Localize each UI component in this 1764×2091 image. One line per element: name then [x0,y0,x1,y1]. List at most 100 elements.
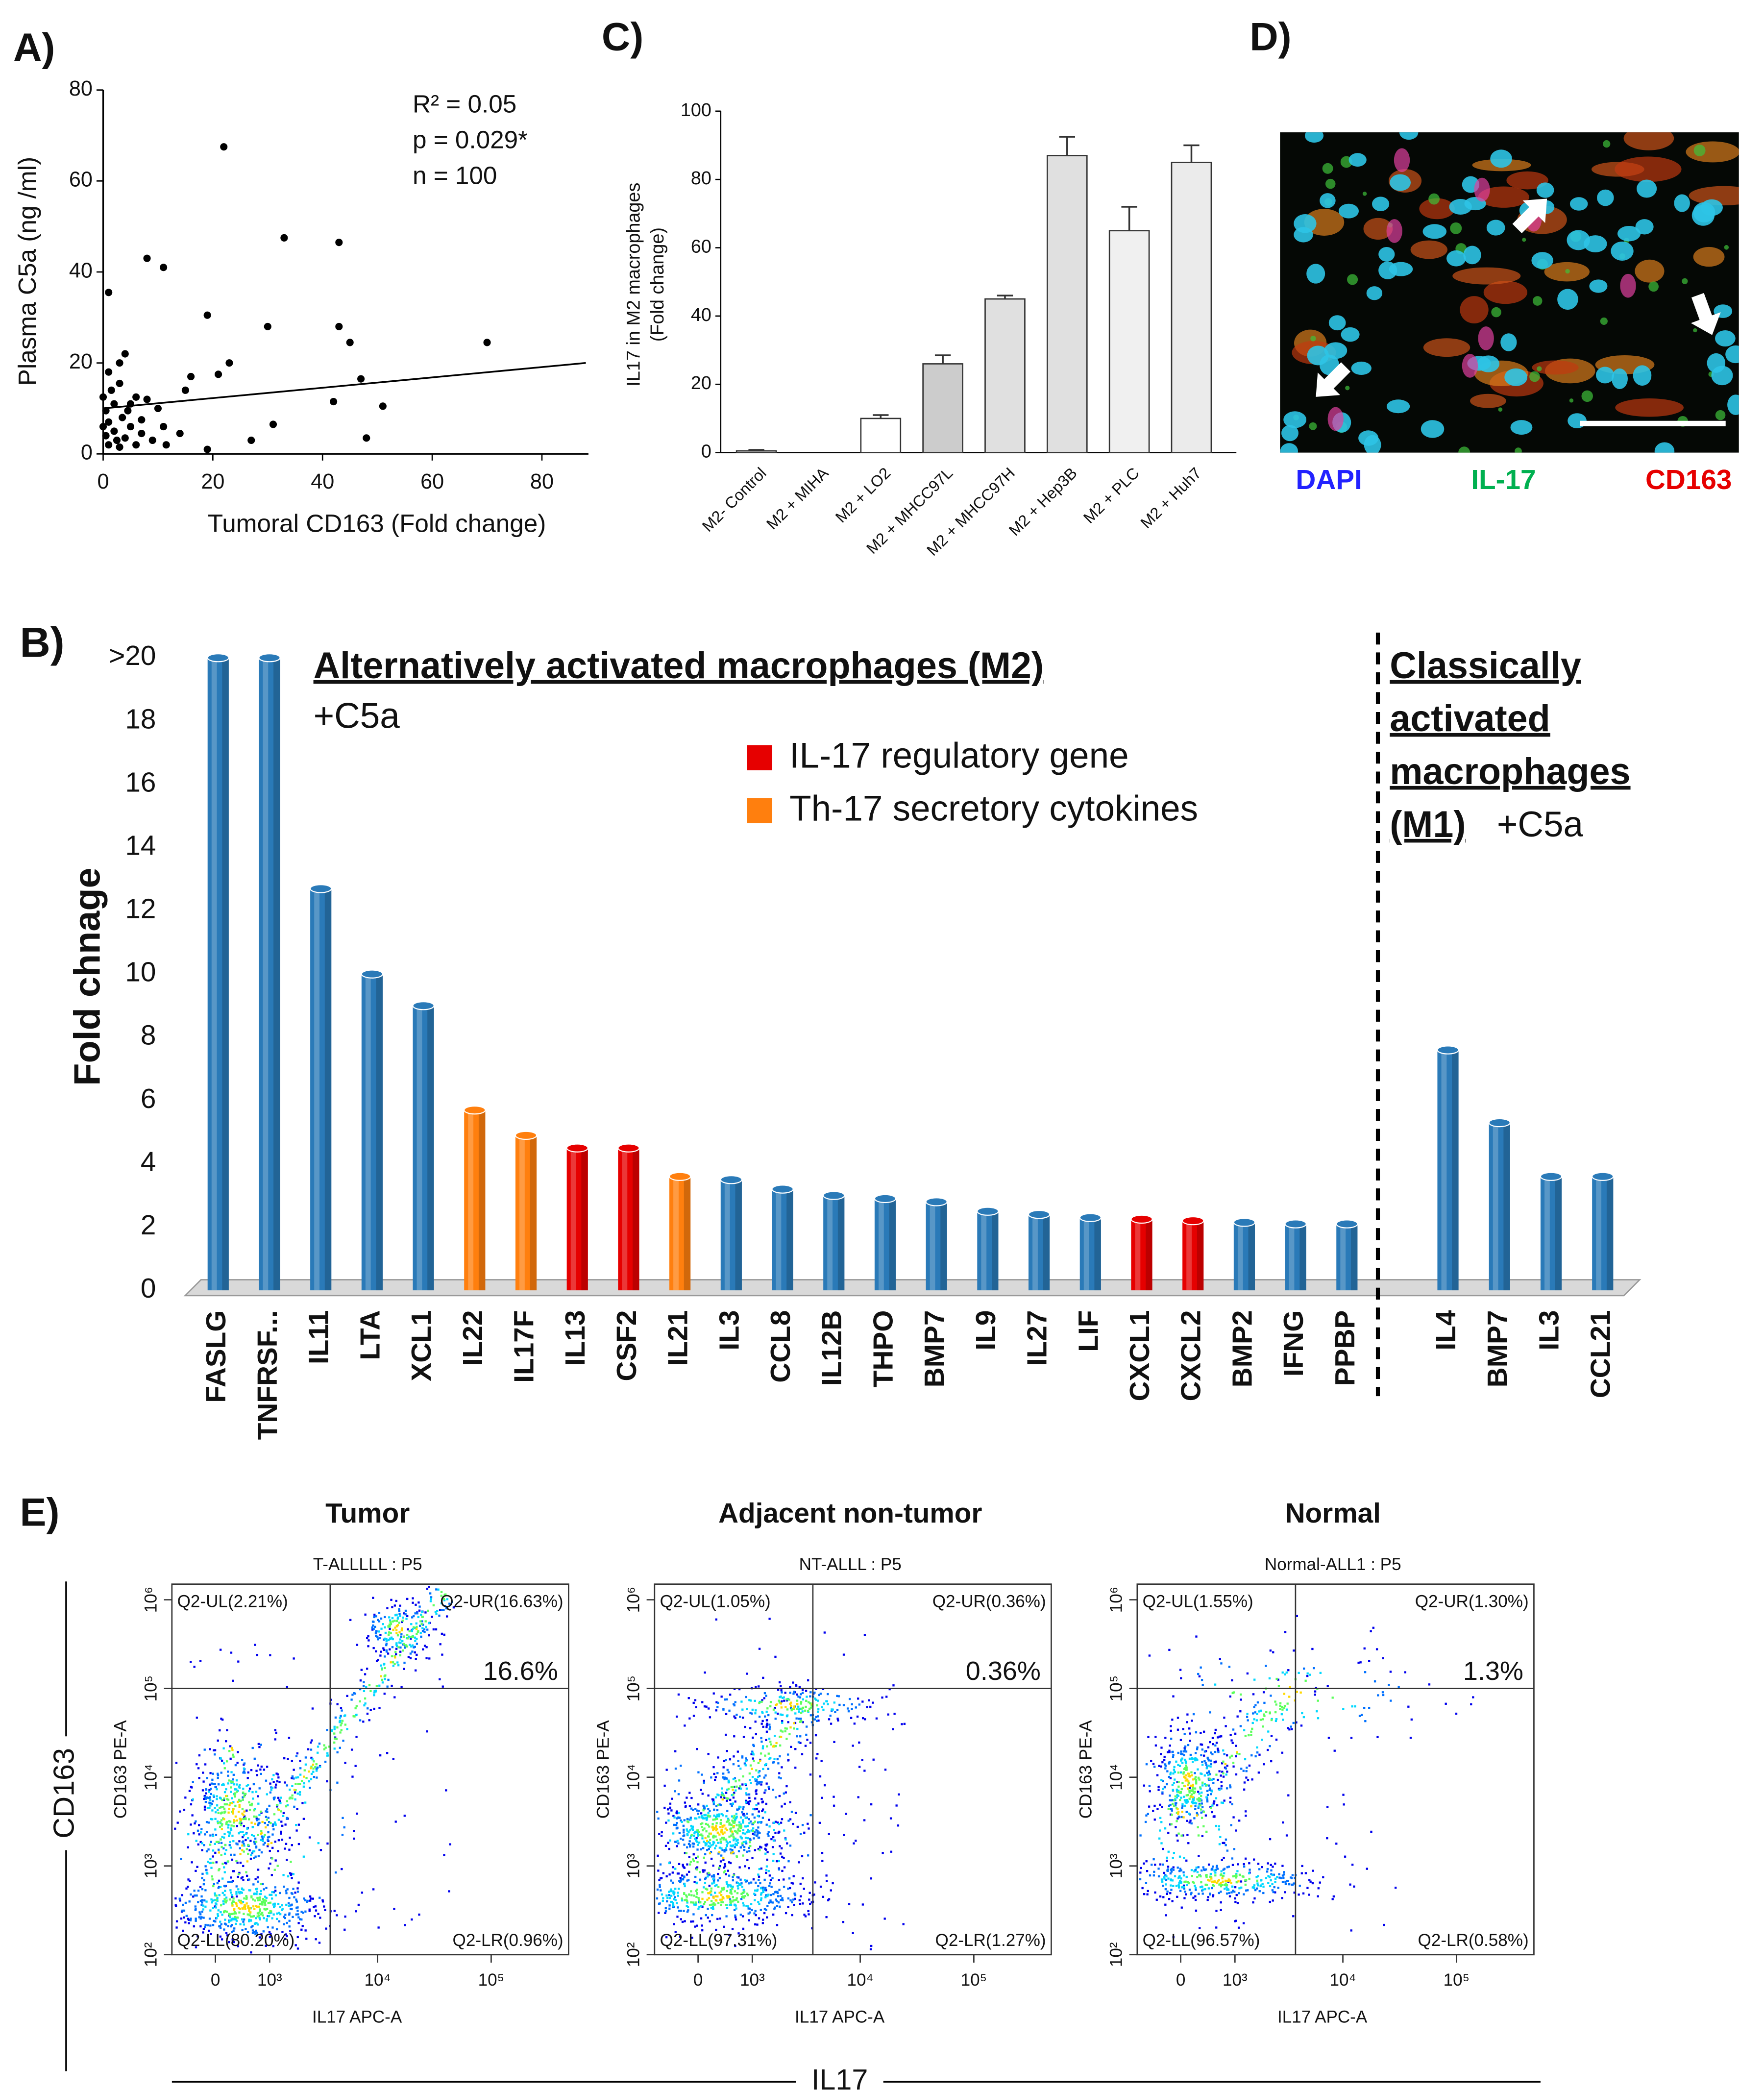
event-dot [181,1894,184,1896]
event-dot [269,1901,272,1904]
event-dot [1185,1875,1188,1878]
event-dot [1243,1788,1246,1791]
event-dot [1211,1880,1214,1883]
event-dot [326,1842,329,1845]
event-dot [294,1783,297,1785]
event-dot [225,1740,227,1743]
point [162,441,170,449]
event-dot [1206,1790,1209,1792]
il17-stain [1515,447,1522,453]
event-dot [344,1714,346,1717]
event-dot [1223,1716,1225,1719]
point [160,423,168,431]
nucleus [1364,435,1381,453]
event-dot [760,1740,763,1743]
event-dot [260,1744,262,1746]
event-dot [1173,1799,1176,1802]
event-dot [725,1847,727,1849]
event-dot [716,1814,719,1816]
event-dot [1383,1923,1385,1926]
event-dot [387,1625,390,1628]
event-dot [755,1789,758,1792]
event-dot [712,1834,715,1837]
event-dot [769,1701,772,1703]
event-dot [702,1809,705,1812]
event-dot [415,1669,417,1672]
event-dot [399,1642,402,1644]
event-dot [385,1640,388,1642]
event-dot [712,1841,715,1843]
event-dot [764,1789,767,1792]
event-dot [720,1854,723,1857]
event-dot [248,1910,250,1912]
event-dot [383,1693,386,1695]
event-dot [1304,1872,1307,1874]
event-dot [223,1797,225,1800]
event-dot [1200,1679,1203,1681]
event-dot [707,1875,709,1878]
event-dot [1248,1862,1250,1865]
event-dot [689,1819,692,1821]
event-dot [760,1909,762,1911]
x-tick-label: 10⁵ [1444,1970,1470,1990]
y-tick-label: 10² [142,1942,161,1967]
event-dot [750,1782,752,1784]
event-dot [222,1806,224,1808]
event-dot [430,1598,432,1600]
event-dot [678,1779,681,1782]
event-dot [1285,1671,1288,1674]
event-dot [752,1830,755,1832]
event-dot [1244,1734,1247,1737]
event-dot [712,1829,714,1831]
event-dot [1364,1671,1367,1673]
event-dot [802,1698,805,1701]
event-dot [732,1793,735,1796]
event-dot [1200,1881,1202,1884]
event-dot [1289,1686,1291,1688]
event-dot [1161,1806,1163,1808]
event-dot [872,1701,874,1704]
event-dot [203,1879,205,1882]
event-dot [1214,1871,1217,1874]
event-dot [192,1781,194,1783]
event-dot [1306,1674,1309,1677]
event-dot [390,1632,392,1635]
event-dot [360,1669,363,1671]
event-dot [1211,1737,1214,1739]
event-dot [739,1767,742,1770]
event-dot [1215,1742,1218,1744]
y-tick-label: 10⁴ [1107,1764,1126,1791]
il17-stain [1310,336,1316,342]
event-dot [278,1781,281,1783]
event-dot [1196,1759,1199,1761]
point [113,436,121,444]
event-dot [221,1892,224,1894]
event-dot [1204,1883,1207,1886]
event-dot [1187,1882,1190,1885]
event-dot [233,1941,235,1943]
event-dot [315,1938,317,1941]
event-dot [344,1915,346,1918]
event-dot [740,1882,743,1885]
event-dot [1273,1886,1275,1889]
event-dot [234,1815,237,1818]
event-dot [1287,1794,1290,1796]
event-dot [1210,1763,1212,1766]
plot-title: Tumor [325,1498,410,1529]
event-dot [213,1749,215,1752]
event-dot [288,1913,291,1916]
event-dot [227,1835,230,1838]
event-dot [764,1754,766,1757]
event-dot [709,1839,711,1841]
event-dot [308,1836,311,1839]
event-dot [243,1763,245,1766]
event-dot [1270,1864,1272,1866]
event-dot [798,1710,800,1713]
event-dot [1244,1758,1247,1761]
event-dot [758,1771,760,1774]
event-dot [1235,1881,1238,1884]
event-dot [182,1929,184,1932]
event-dot [765,1894,767,1896]
event-dot [236,1905,238,1907]
event-dot [699,1871,701,1873]
